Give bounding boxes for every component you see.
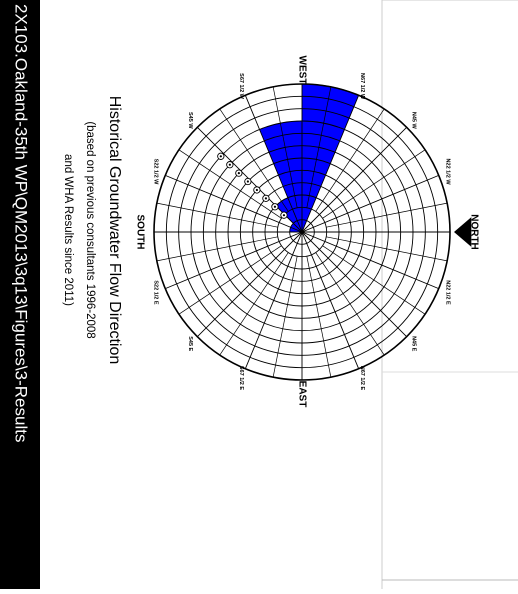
grid-spoke — [272, 86, 298, 208]
direction-label-north: NORTH — [468, 214, 479, 250]
chart-title: Historical Groundwater Flow Direction — [106, 96, 123, 365]
grid-spoke — [301, 127, 407, 233]
rose-sector — [290, 223, 302, 232]
grid-spoke — [197, 231, 303, 337]
chart-subtitle-2: and WHA Results since 2011) — [62, 154, 74, 306]
chart-subtitle-1: (based on previous consultants 1996-2008 — [84, 121, 96, 338]
grid-spoke — [326, 202, 448, 228]
outer-ring — [153, 83, 451, 381]
ring-marker-dot — [282, 214, 286, 217]
grid-spoke — [301, 174, 439, 233]
ring-marker-dot — [246, 180, 249, 183]
direction-label-south: SOUTH — [134, 215, 145, 250]
grid-spoke — [165, 174, 303, 233]
north-arrow-icon — [454, 217, 472, 247]
bearing-label: N22 1/2 E — [445, 280, 451, 305]
chart-titles: Historical Groundwater Flow Direction (ba… — [62, 96, 123, 365]
footer-bar — [0, 0, 40, 589]
grid-spoke — [326, 236, 448, 262]
bearing-label: S67 1/2 E — [238, 366, 244, 390]
rose-sector — [275, 197, 302, 232]
grid-spoke — [315, 252, 385, 356]
ring-marker-dot — [255, 188, 258, 192]
grid-spoke — [272, 256, 298, 378]
footer-path-text: 2X103.Oakland-35th WP\QM2013\3q13\Figure… — [12, 4, 31, 442]
grid-spoke — [322, 245, 426, 315]
bearing-label: N67 1/2 W — [359, 73, 365, 100]
rose-plot: NORTH EAST SOUTH WEST N22 1/2 E N45 E N67 1/2 … — [134, 56, 479, 408]
grid-spoke — [219, 108, 289, 212]
grid-spoke — [301, 231, 360, 369]
bearing-label: S45 E — [187, 336, 193, 351]
grid-spoke — [156, 236, 278, 262]
ring-marker-dot — [228, 163, 231, 166]
grid-spoke — [244, 231, 303, 369]
bearing-label: S67 1/2 W — [238, 73, 244, 99]
ring-marker-dot — [237, 172, 240, 175]
grid-spoke — [178, 245, 282, 315]
bearing-label: S22 1/2 E — [153, 280, 159, 304]
grid-spoke — [301, 231, 439, 290]
direction-label-west: WEST — [296, 56, 307, 85]
grid-spoke — [306, 256, 332, 378]
grid-spoke — [156, 202, 278, 228]
grid-spoke — [301, 231, 407, 337]
ring-marker-dot — [219, 155, 222, 158]
grid-spoke — [165, 231, 303, 290]
grid-spoke — [301, 95, 360, 233]
grid-spoke — [315, 108, 385, 212]
grid-spoke — [306, 86, 332, 208]
bearing-label: N45 E — [410, 336, 416, 352]
rose-sector — [302, 84, 359, 232]
bearing-label: N67 1/2 E — [359, 366, 365, 391]
ring-marker-dot — [273, 205, 277, 208]
grid-spoke — [322, 149, 426, 219]
bearing-label: S45 W — [187, 112, 193, 129]
bearing-label: S22 1/2 W — [153, 159, 159, 185]
bearing-label: N22 1/2 W — [445, 159, 451, 186]
rose-sector — [259, 121, 302, 232]
bearing-label: N45 W — [410, 112, 416, 130]
ring-marker-dot — [264, 197, 268, 200]
grid-spoke — [219, 252, 289, 356]
grid-spoke — [178, 149, 282, 219]
direction-label-east: EAST — [296, 381, 307, 408]
grid-spoke — [244, 95, 303, 233]
